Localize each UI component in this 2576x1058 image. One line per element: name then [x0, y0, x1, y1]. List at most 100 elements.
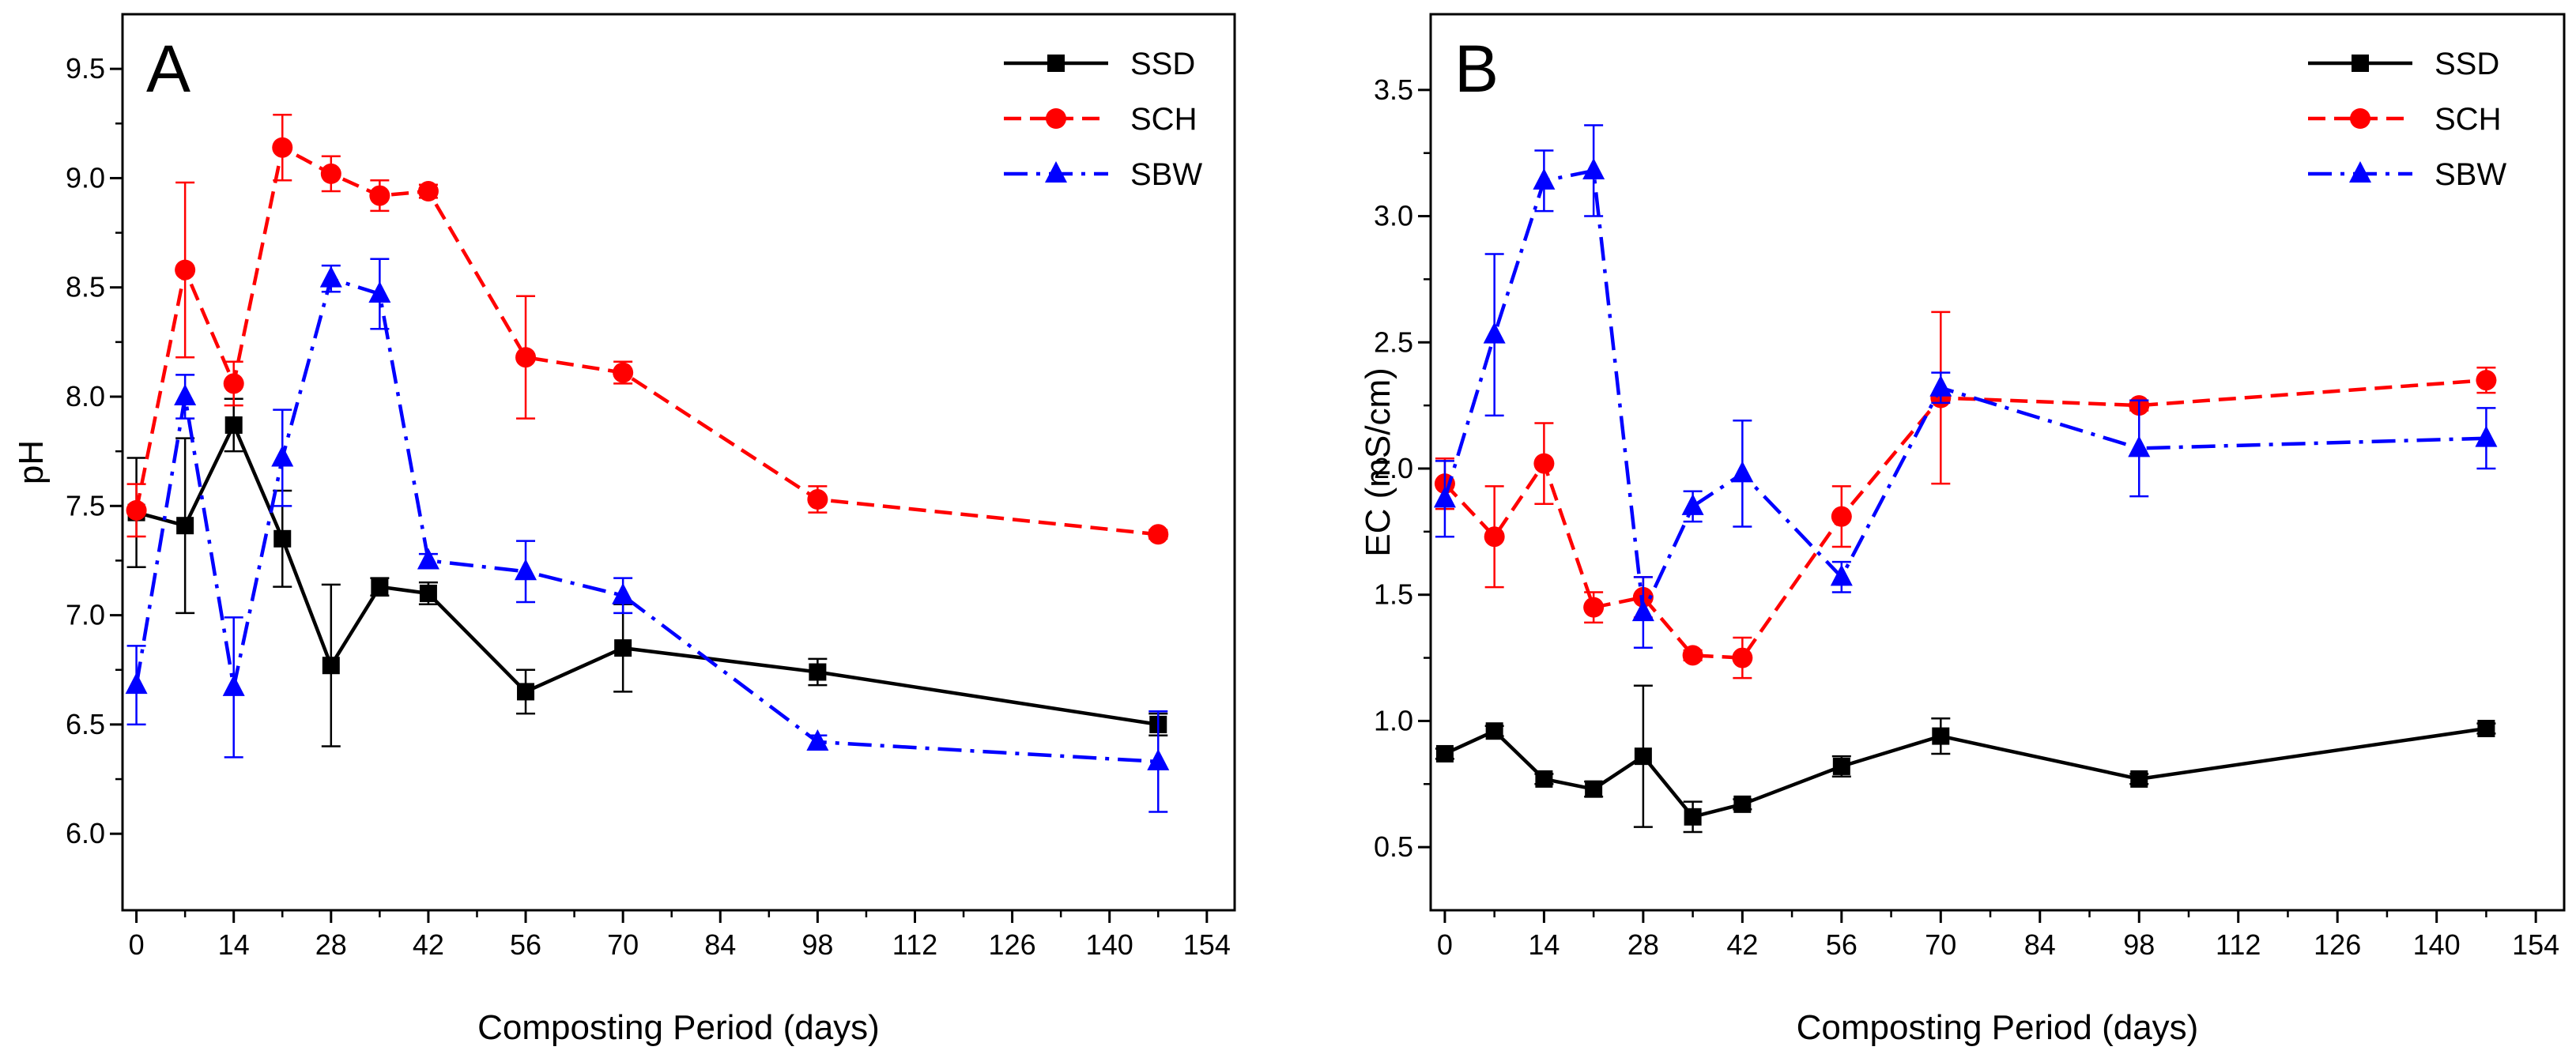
data-point-ssd [1733, 795, 1752, 813]
series-sch [126, 113, 1169, 545]
series-line-sbw [1443, 168, 2487, 615]
x-tick-label: 56 [1826, 928, 1858, 961]
y-tick-label: 8.0 [66, 380, 105, 412]
data-point-sbw [174, 384, 197, 406]
legend-marker-sch [2350, 108, 2370, 129]
data-point-ssd [2130, 770, 2148, 788]
x-tick-label: 70 [1925, 928, 1956, 961]
data-point-sch [613, 362, 634, 383]
data-point-sbw [368, 281, 391, 303]
y-tick-label: 2.0 [1374, 452, 1413, 484]
legend-label-sbw: SBW [1130, 157, 1202, 192]
data-point-ssd [614, 639, 632, 657]
x-tick-label: 14 [1528, 928, 1560, 961]
data-point-sbw [1681, 493, 1704, 515]
legend-label-ssd: SSD [2435, 47, 2499, 81]
data-point-sch [1831, 506, 1852, 527]
data-point-ssd [371, 578, 389, 596]
x-tick-label: 70 [607, 928, 639, 961]
x-tick-label: 154 [2512, 928, 2559, 961]
x-tick-label: 56 [510, 928, 541, 961]
y-tick-label: 3.5 [1374, 73, 1413, 106]
data-point-sch [1732, 647, 1753, 668]
data-point-sbw [222, 674, 245, 696]
data-point-ssd [224, 416, 243, 434]
y-tick-label: 6.5 [66, 708, 105, 740]
data-point-ssd [322, 657, 340, 675]
x-tick-label: 84 [704, 928, 736, 961]
chart-panel-a: 0 14 28 42 56 70 84 98 112 126 140 154 6.0 6.5 7.0 7.5 8… [12, 13, 1236, 1047]
x-tick-label: 0 [129, 928, 145, 961]
y-tick-label: 1.0 [1374, 704, 1413, 736]
legend: SSD SCH SBW [2308, 47, 2506, 192]
y-tick-label: 9.5 [66, 52, 105, 85]
data-point-sbw [1433, 486, 1456, 508]
data-point-sch [223, 373, 244, 394]
series-line-ssd [136, 423, 1159, 727]
data-point-sbw [1830, 564, 1853, 586]
y-tick-label: 1.5 [1374, 578, 1413, 611]
y-axis-label: pH [12, 440, 51, 484]
chart-panel-b: 0 14 28 42 56 70 84 98 112 126 140 154 0.5 1.0 1.5 2.0 2… [1359, 13, 2566, 1047]
data-point-sch [417, 181, 439, 202]
data-point-sch [807, 489, 828, 510]
x-tick-label: 14 [218, 928, 250, 961]
x-axis-label: Composting Period (days) [477, 1008, 880, 1047]
data-point-sch [1533, 453, 1555, 474]
y-tick-label: 7.5 [66, 489, 105, 521]
panel-label: B [1454, 32, 1499, 106]
panel-label: A [146, 32, 190, 106]
data-point-ssd [2477, 720, 2495, 738]
series-sch [1434, 311, 2497, 680]
data-point-sbw [125, 672, 148, 695]
series-line-sch [1443, 378, 2487, 660]
data-point-sbw [1631, 600, 1654, 622]
data-point-sch [369, 185, 390, 206]
legend-label-ssd: SSD [1130, 47, 1195, 81]
data-point-sbw [612, 582, 635, 604]
data-point-sbw [2475, 425, 2498, 447]
legend-marker-sch [1046, 108, 1066, 129]
data-point-ssd [1435, 744, 1454, 762]
x-tick-label: 28 [1627, 928, 1659, 961]
data-point-ssd [176, 517, 194, 535]
data-point-sbw [806, 729, 829, 751]
data-point-sch [320, 163, 341, 184]
series-sbw [1433, 124, 2498, 649]
x-tick-label: 84 [2024, 928, 2056, 961]
data-point-sch [1148, 524, 1169, 545]
x-axis-label: Composting Period (days) [1797, 1008, 2199, 1047]
data-point-ssd [517, 683, 535, 701]
x-tick-label: 42 [1726, 928, 1758, 961]
data-point-sbw [1582, 158, 1605, 180]
legend-marker-sbw [1045, 161, 1067, 183]
data-point-ssd [419, 584, 437, 602]
x-tick-label: 140 [2413, 928, 2461, 961]
data-point-ssd [273, 529, 292, 548]
legend-marker-ssd [1047, 55, 1065, 72]
data-point-ssd [1634, 747, 1652, 766]
data-point-ssd [1932, 727, 1950, 745]
x-tick-label: 0 [1437, 928, 1453, 961]
x-tick-label: 98 [801, 928, 833, 961]
legend-label-sbw: SBW [2435, 157, 2506, 192]
data-point-sch [515, 347, 537, 368]
data-point-sbw [1533, 168, 1556, 190]
y-tick-label: 8.5 [66, 271, 105, 303]
plot-frame [121, 13, 1236, 912]
y-axis-label: EC (mS/cm) [1359, 367, 1397, 557]
data-point-sbw [417, 548, 439, 570]
series-line-sbw [134, 277, 1159, 764]
data-point-sbw [271, 445, 294, 467]
x-tick-label: 98 [2123, 928, 2155, 961]
y-tick-label: 2.5 [1374, 326, 1413, 358]
data-point-sbw [1731, 461, 1754, 483]
data-point-sch [1484, 526, 1505, 548]
data-point-ssd [1535, 770, 1553, 788]
y-tick-label: 3.0 [1374, 200, 1413, 232]
data-point-ssd [1832, 757, 1850, 775]
x-tick-label: 112 [892, 928, 937, 961]
data-point-sbw [1147, 748, 1170, 770]
x-tick-label: 126 [2314, 928, 2361, 961]
data-point-sbw [1929, 375, 1952, 397]
